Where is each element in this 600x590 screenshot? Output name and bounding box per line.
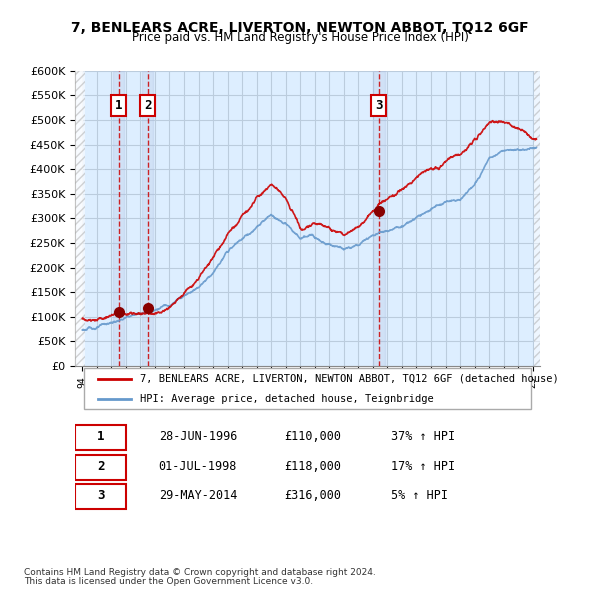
Text: 1: 1 bbox=[97, 430, 104, 443]
Text: 1: 1 bbox=[115, 99, 122, 112]
Bar bbox=[113, 71, 124, 366]
Text: 5% ↑ HPI: 5% ↑ HPI bbox=[391, 489, 448, 502]
Text: £110,000: £110,000 bbox=[284, 430, 341, 443]
Text: 29-MAY-2014: 29-MAY-2014 bbox=[158, 489, 237, 502]
Text: £316,000: £316,000 bbox=[284, 489, 341, 502]
Text: 7, BENLEARS ACRE, LIVERTON, NEWTON ABBOT, TQ12 6GF: 7, BENLEARS ACRE, LIVERTON, NEWTON ABBOT… bbox=[71, 21, 529, 35]
FancyBboxPatch shape bbox=[84, 368, 531, 409]
Bar bbox=[75, 71, 85, 366]
Text: Contains HM Land Registry data © Crown copyright and database right 2024.: Contains HM Land Registry data © Crown c… bbox=[24, 568, 376, 577]
Text: This data is licensed under the Open Government Licence v3.0.: This data is licensed under the Open Gov… bbox=[24, 577, 313, 586]
Bar bbox=[373, 71, 385, 366]
FancyBboxPatch shape bbox=[75, 484, 126, 509]
Bar bbox=[534, 71, 540, 366]
Text: 37% ↑ HPI: 37% ↑ HPI bbox=[391, 430, 455, 443]
Text: 17% ↑ HPI: 17% ↑ HPI bbox=[391, 460, 455, 473]
Text: 3: 3 bbox=[97, 489, 104, 502]
Text: 3: 3 bbox=[375, 99, 382, 112]
FancyBboxPatch shape bbox=[75, 455, 126, 480]
Text: Price paid vs. HM Land Registry's House Price Index (HPI): Price paid vs. HM Land Registry's House … bbox=[131, 31, 469, 44]
FancyBboxPatch shape bbox=[75, 425, 126, 450]
Text: HPI: Average price, detached house, Teignbridge: HPI: Average price, detached house, Teig… bbox=[140, 394, 434, 404]
Text: 7, BENLEARS ACRE, LIVERTON, NEWTON ABBOT, TQ12 6GF (detached house): 7, BENLEARS ACRE, LIVERTON, NEWTON ABBOT… bbox=[140, 374, 559, 384]
Text: 2: 2 bbox=[144, 99, 151, 112]
Text: 01-JUL-1998: 01-JUL-1998 bbox=[158, 460, 237, 473]
Text: 28-JUN-1996: 28-JUN-1996 bbox=[158, 430, 237, 443]
Text: £118,000: £118,000 bbox=[284, 460, 341, 473]
Bar bbox=[142, 71, 154, 366]
Text: 2: 2 bbox=[97, 460, 104, 473]
